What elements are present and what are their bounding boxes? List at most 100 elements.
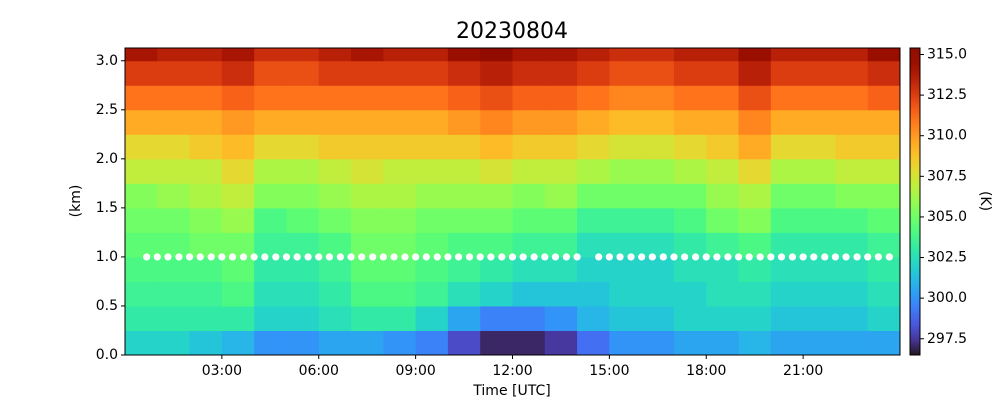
heatmap-cell [189, 305, 223, 331]
marker [239, 253, 248, 261]
heatmap-cell [383, 330, 417, 356]
heatmap-cell [125, 232, 158, 258]
marker [315, 253, 323, 261]
colorbar [910, 48, 920, 355]
heatmap-cell [351, 60, 384, 86]
heatmap-cell [383, 158, 417, 184]
heatmap-cell [577, 134, 610, 160]
heatmap-cell [577, 256, 610, 282]
heatmap-cell [221, 85, 255, 111]
marker [551, 253, 560, 261]
marker [412, 253, 420, 261]
heatmap-cell [738, 305, 772, 331]
y-tick-label: 2.5 [96, 102, 118, 118]
heatmap-cell [835, 232, 869, 258]
y-axis-label: (km) [68, 185, 84, 218]
heatmap [125, 48, 901, 356]
marker [465, 253, 474, 261]
heatmap-cell [512, 48, 546, 62]
heatmap-cell [157, 109, 191, 135]
heatmap-cell [577, 207, 610, 233]
heatmap-cell [544, 330, 578, 356]
marker [874, 253, 882, 261]
heatmap-cell [803, 183, 836, 209]
heatmap-cell [706, 134, 740, 160]
heatmap-cell [254, 48, 287, 62]
heatmap-cell [189, 158, 223, 184]
heatmap-cell [221, 109, 255, 135]
marker [810, 253, 818, 261]
heatmap-cell [221, 134, 255, 160]
heatmap-cell [609, 281, 643, 307]
colorbar-tick-label: 297.5 [927, 331, 967, 347]
heatmap-cell [803, 232, 836, 258]
heatmap-cell [351, 134, 384, 160]
heatmap-cell [189, 232, 223, 258]
marker [724, 253, 732, 261]
marker [508, 253, 517, 261]
heatmap-cell [673, 183, 707, 209]
heatmap-cell [189, 281, 223, 307]
heatmap-cell [415, 256, 449, 282]
heatmap-cell [286, 134, 320, 160]
heatmap-cell [673, 48, 707, 62]
heatmap-cell [221, 60, 255, 86]
heatmap-cell [415, 60, 449, 86]
heatmap-cell [706, 281, 740, 307]
heatmap-cell [157, 85, 191, 111]
marker [659, 253, 667, 261]
marker [185, 253, 194, 261]
heatmap-cell [480, 305, 513, 331]
heatmap-cell [480, 158, 513, 184]
marker [788, 253, 797, 261]
heatmap-cell [706, 48, 740, 62]
heatmap-cell [609, 330, 643, 356]
heatmap-cell [447, 48, 481, 62]
heatmap-cell [254, 330, 287, 356]
heatmap-cell [189, 134, 223, 160]
heatmap-cell [318, 48, 352, 62]
heatmap-cell [157, 134, 191, 160]
marker [228, 253, 237, 261]
heatmap-cell [221, 48, 255, 62]
heatmap-cell [673, 85, 707, 111]
marker [799, 253, 807, 261]
marker [261, 253, 269, 261]
heatmap-cell [157, 207, 191, 233]
heatmap-cell [673, 330, 707, 356]
marker [734, 253, 743, 261]
heatmap-cell [351, 85, 384, 111]
heatmap-cell [803, 60, 836, 86]
heatmap-cell [286, 305, 320, 331]
heatmap-cell [706, 60, 740, 86]
heatmap-cell [254, 207, 287, 233]
heatmap-cell [641, 60, 675, 86]
marker [648, 253, 656, 261]
heatmap-cell [125, 158, 158, 184]
heatmap-cell [770, 134, 804, 160]
heatmap-cell [383, 60, 417, 86]
marker [325, 253, 334, 261]
heatmap-cell [318, 232, 352, 258]
heatmap-cell [577, 330, 610, 356]
heatmap-cell [706, 158, 740, 184]
x-tick-label: 09:00 [395, 363, 435, 379]
heatmap-cell [415, 207, 449, 233]
heatmap-cell [480, 232, 513, 258]
heatmap-cell [512, 134, 546, 160]
x-tick-label: 03:00 [202, 363, 242, 379]
x-tick-label: 06:00 [299, 363, 339, 379]
heatmap-cell [383, 48, 417, 62]
heatmap-cell [447, 85, 481, 111]
colorbar-label: (K) [977, 191, 993, 211]
marker [422, 253, 430, 261]
heatmap-cell [125, 207, 158, 233]
heatmap-cell [125, 305, 158, 331]
heatmap-cell [415, 158, 449, 184]
heatmap-cell [706, 183, 740, 209]
heatmap-cell [383, 207, 417, 233]
heatmap-cell [706, 330, 740, 356]
heatmap-cell [189, 183, 223, 209]
heatmap-cell [835, 60, 869, 86]
heatmap-cell [415, 109, 449, 135]
